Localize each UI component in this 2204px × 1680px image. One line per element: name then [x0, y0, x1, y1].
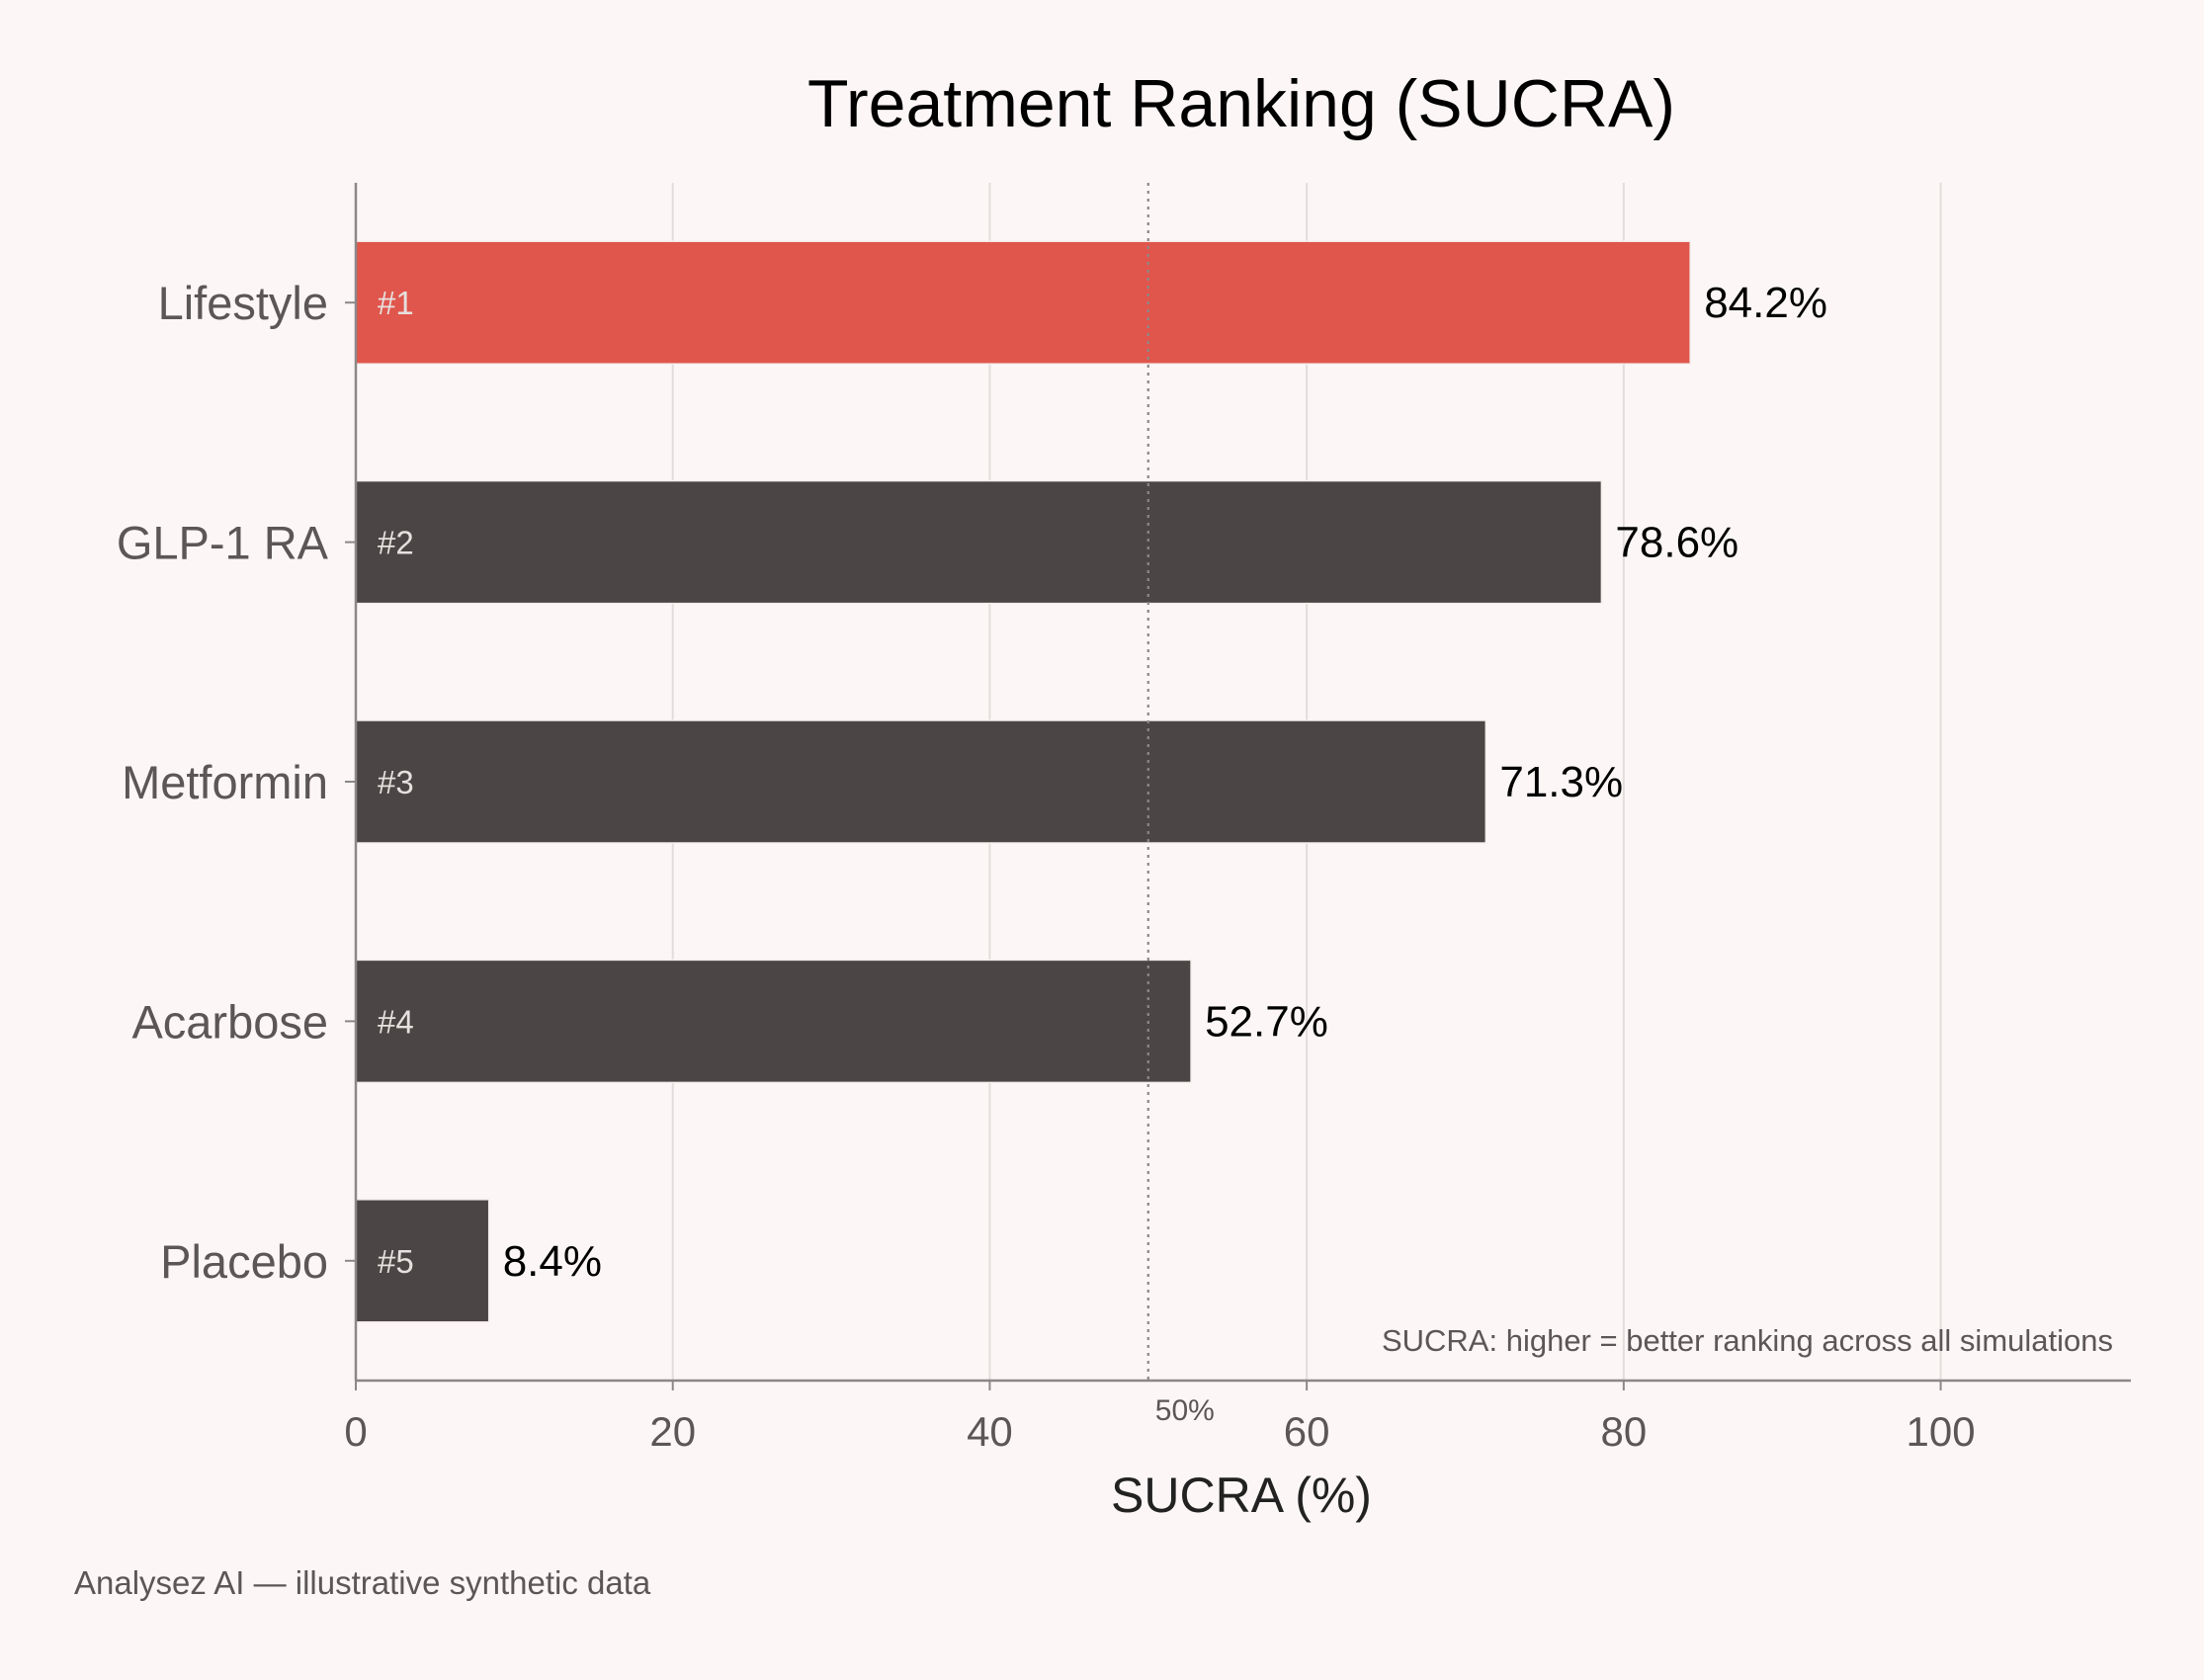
value-label: 84.2%: [1704, 279, 1827, 327]
labels: 0 20 40 60 80 100 Lifestyle #1 84.2% GLP-1 RA #2 78…: [117, 277, 1976, 1455]
y-tick-label: Lifestyle: [158, 277, 328, 329]
reference-line-label: 50%: [1155, 1394, 1215, 1427]
x-tick-label: 20: [649, 1408, 696, 1455]
chart-title: Treatment Ranking (SUCRA): [807, 66, 1675, 141]
axes: [345, 183, 2131, 1390]
bar: [355, 719, 1487, 844]
bar: [355, 479, 1603, 605]
y-tick-label: Metformin: [122, 756, 328, 808]
footer-credit: Analysez AI — illustrative synthetic dat…: [74, 1564, 651, 1601]
value-label: 52.7%: [1205, 997, 1328, 1046]
y-tick-label: GLP-1 RA: [117, 517, 329, 569]
rank-label: #3: [378, 764, 414, 800]
x-tick-label: 0: [344, 1408, 367, 1455]
rank-label: #5: [378, 1243, 414, 1280]
x-tick-label: 40: [967, 1408, 1013, 1455]
bars: [355, 240, 1691, 1323]
rank-label: #2: [378, 525, 414, 561]
x-tick-label: 60: [1284, 1408, 1330, 1455]
rank-label: #1: [378, 285, 414, 321]
rank-label: #4: [378, 1003, 414, 1040]
y-tick-label: Acarbose: [131, 995, 328, 1048]
chart-annotation: SUCRA: higher = better ranking across al…: [1382, 1323, 2113, 1358]
value-label: 78.6%: [1615, 519, 1738, 567]
y-tick-label: Placebo: [160, 1235, 328, 1288]
value-label: 8.4%: [503, 1237, 602, 1286]
bar: [355, 959, 1192, 1084]
bar: [355, 240, 1691, 365]
bar: [355, 1199, 490, 1323]
x-tick-label: 100: [1907, 1408, 1976, 1455]
x-tick-label: 80: [1600, 1408, 1647, 1455]
x-axis-label: SUCRA (%): [1111, 1468, 1372, 1523]
value-label: 71.3%: [1499, 758, 1623, 806]
